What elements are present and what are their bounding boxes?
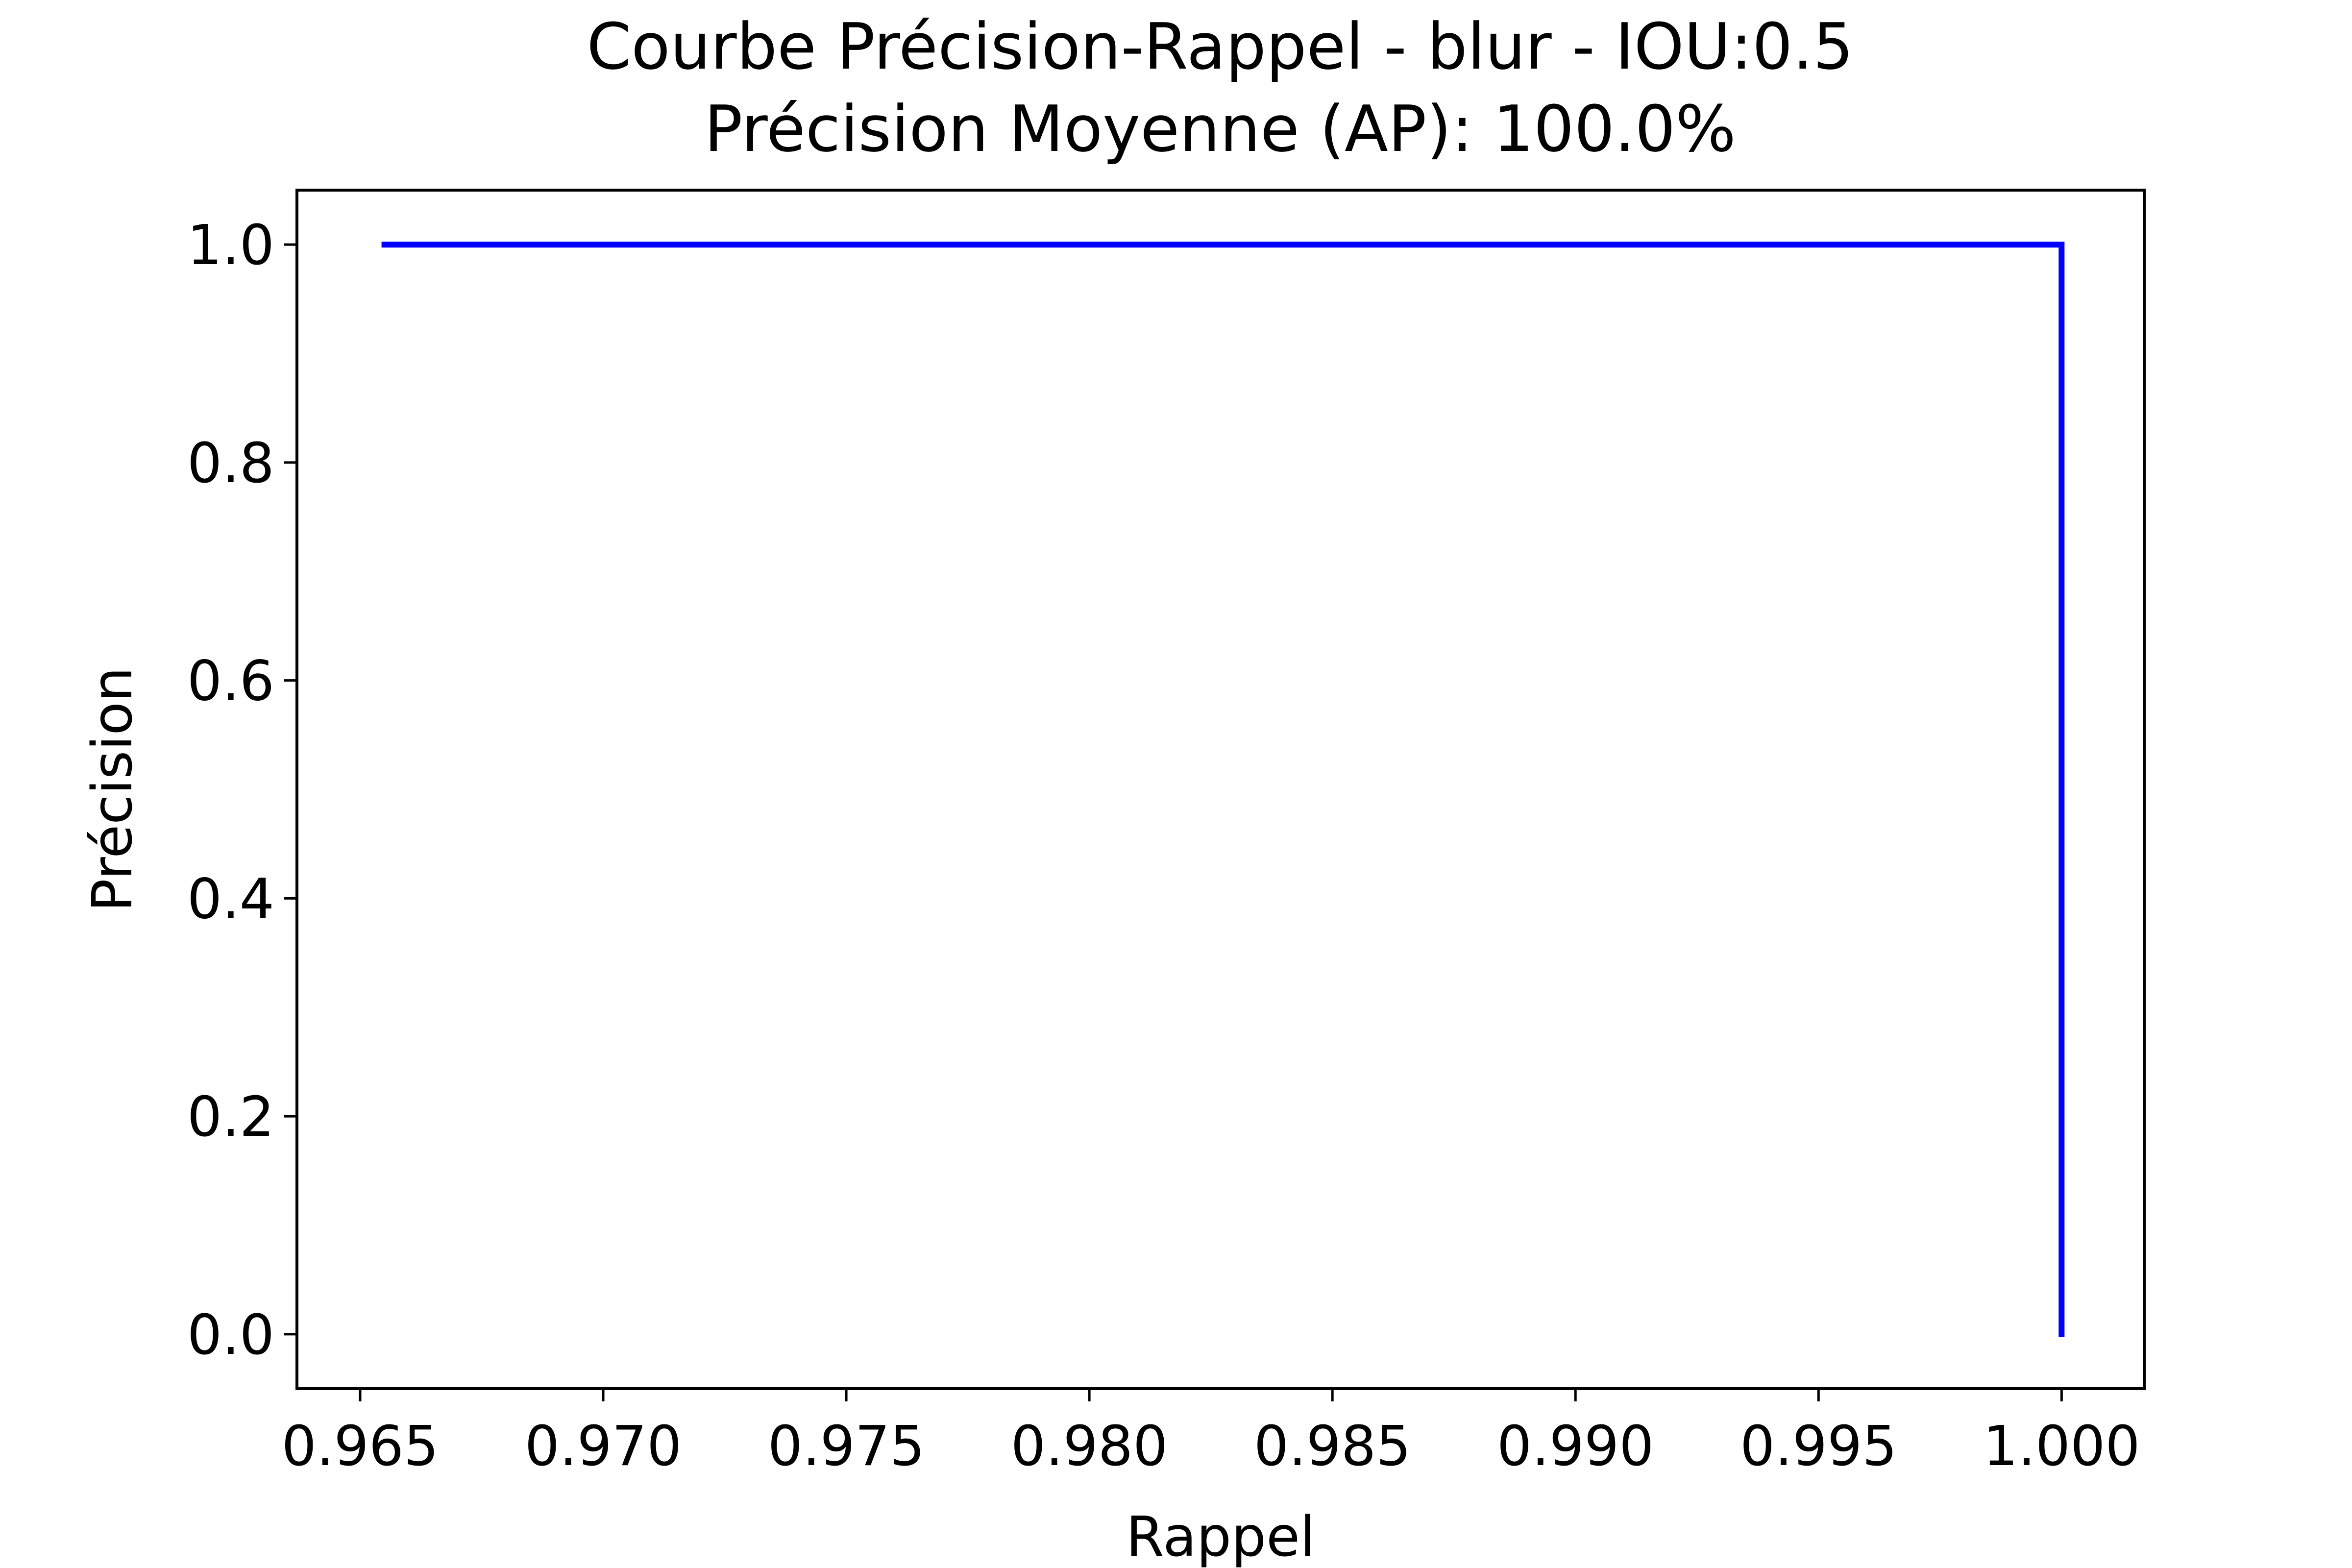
axes-frame xyxy=(295,189,2146,1390)
x-tick-label: 0.965 xyxy=(282,1415,439,1478)
x-tick-label: 0.985 xyxy=(1254,1415,1411,1478)
x-tick-label: 0.970 xyxy=(525,1415,682,1478)
y-tick-label: 0.2 xyxy=(187,1085,274,1149)
chart-title: Courbe Précision-Rappel - blur - IOU:0.5 xyxy=(587,9,1853,84)
y-tick-label: 0.4 xyxy=(187,867,274,931)
y-tick-label: 0.8 xyxy=(187,432,274,495)
x-axis-ticks: 0.965 0.970 0.975 0.980 0.985 0.990 0.995 1.000 xyxy=(282,1389,2140,1478)
x-tick-label: 1.000 xyxy=(1983,1415,2140,1478)
chart-subtitle: Précision Moyenne (AP): 100.0% xyxy=(704,92,1736,166)
series-line-1 xyxy=(381,242,2065,1337)
plot-area xyxy=(381,242,2065,1337)
y-tick-label: 0.0 xyxy=(187,1303,274,1367)
y-tick-label: 0.6 xyxy=(187,650,274,713)
y-axis-ticks: 0.0 0.2 0.4 0.6 0.8 1.0 xyxy=(187,214,297,1367)
x-tick-label: 0.995 xyxy=(1740,1415,1897,1478)
x-axis-label: Rappel xyxy=(1126,1505,1315,1568)
x-tick-label: 0.975 xyxy=(768,1415,925,1478)
y-tick-label: 1.0 xyxy=(187,214,274,277)
y-axis-label: Précision xyxy=(81,667,145,912)
x-tick-label: 0.990 xyxy=(1497,1415,1654,1478)
x-tick-label: 0.980 xyxy=(1011,1415,1168,1478)
